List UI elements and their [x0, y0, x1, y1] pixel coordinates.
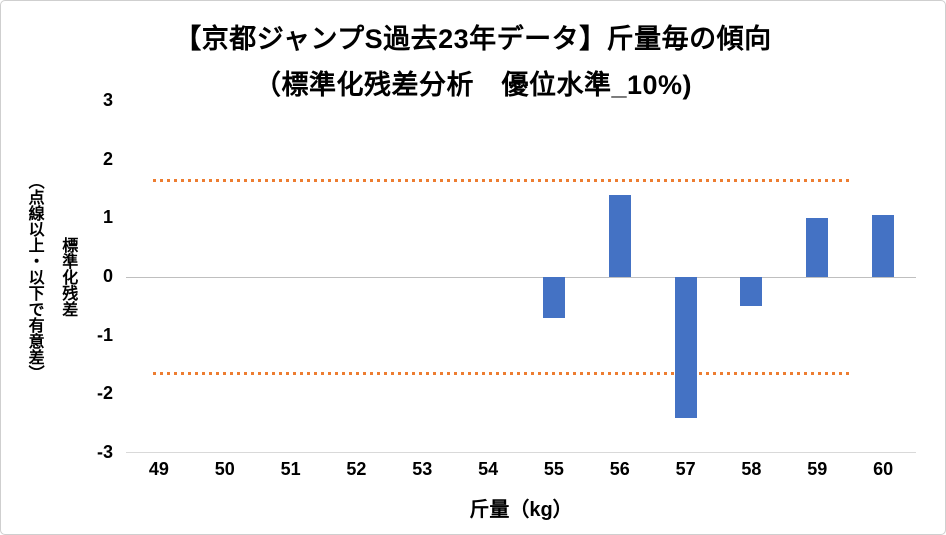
x-axis-title: 斤量（kg） [469, 499, 573, 521]
x-tick-label: 51 [280, 459, 301, 479]
bar-59 [806, 218, 829, 277]
x-tick-label: 58 [741, 459, 762, 479]
y-axis-ticks: 3 2 1 0 -1 -2 -3 [1, 90, 113, 462]
x-tick-label: 56 [609, 459, 630, 479]
zero-axis-line [126, 276, 916, 278]
y-tick-label: -3 [96, 442, 113, 462]
x-tick-label: 59 [807, 459, 828, 479]
y-tick-label: -2 [96, 383, 113, 404]
y-tick-label: -1 [96, 324, 113, 345]
y-axis-title-text: 標準化残差 （点線以上・以下で有意差） [17, 101, 84, 453]
bar-60 [872, 215, 895, 277]
x-tick-label: 55 [543, 459, 564, 479]
x-axis-ticks: 49 50 51 52 53 54 55 56 57 58 59 60 [126, 459, 916, 483]
y-axis-title-line1: 標準化残差 [59, 237, 77, 317]
bar-55 [542, 277, 565, 319]
x-tick-label: 50 [214, 459, 235, 479]
x-tick-label: 53 [412, 459, 433, 479]
y-tick-label: 1 [102, 207, 113, 228]
significance-line-upper [153, 179, 853, 183]
bar-56 [608, 194, 631, 277]
y-axis-title-line2: （点線以上・以下で有意差） [25, 173, 43, 381]
y-tick-label: 2 [102, 148, 113, 169]
x-tick-label: 49 [148, 459, 169, 479]
chart-title: 【京都ジャンプS過去23年データ】斤量毎の傾向 [174, 24, 772, 54]
chart-subtitle: （標準化残差分析 優位水準_10%) [253, 70, 693, 100]
y-tick-label: 0 [102, 266, 113, 286]
plot-area [126, 101, 916, 453]
y-tick-label: 3 [102, 90, 113, 110]
x-tick-label: 57 [675, 459, 696, 479]
x-tick-label: 54 [478, 459, 499, 479]
y-axis-title: 標準化残差 （点線以上・以下で有意差） [17, 101, 84, 453]
bar-58 [740, 277, 763, 307]
x-tick-label: 52 [346, 459, 367, 479]
bar-57 [674, 277, 697, 418]
x-tick-label: 60 [873, 459, 894, 479]
plot-bottom-line [126, 452, 916, 453]
significance-line-lower [153, 371, 853, 375]
